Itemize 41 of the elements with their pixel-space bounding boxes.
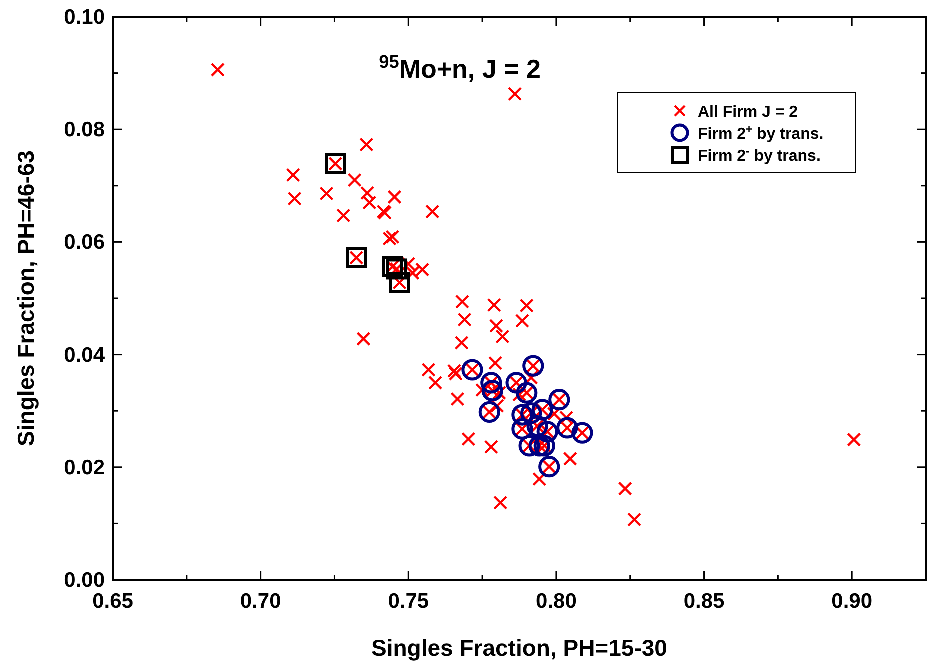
point bbox=[532, 399, 554, 421]
point bbox=[346, 247, 368, 268]
x-tick-label: 0.75 bbox=[388, 590, 430, 613]
point bbox=[526, 416, 548, 438]
point bbox=[389, 272, 410, 294]
y-tick-label: 0.00 bbox=[64, 569, 105, 592]
point bbox=[462, 359, 484, 381]
point bbox=[382, 256, 404, 278]
x-tick-label: 0.85 bbox=[684, 590, 726, 613]
x-tick-label: 0.70 bbox=[240, 590, 282, 613]
y-tick-label: 0.10 bbox=[64, 6, 105, 29]
point bbox=[522, 355, 544, 377]
point bbox=[386, 258, 408, 280]
point bbox=[538, 456, 560, 478]
y-axis-title: Singles Fraction, PH=46-63 bbox=[13, 150, 39, 446]
point bbox=[518, 435, 540, 457]
point bbox=[482, 380, 504, 402]
x-tick-label: 0.80 bbox=[536, 590, 577, 613]
text: $^{95}$Mo+n, J = 2 bbox=[379, 52, 541, 84]
point bbox=[572, 422, 594, 444]
point bbox=[480, 372, 502, 394]
legend-label: All Firm J = 2 bbox=[698, 104, 798, 121]
point bbox=[512, 418, 534, 440]
point bbox=[325, 153, 346, 174]
point bbox=[548, 389, 570, 411]
y-tick-label: 0.08 bbox=[64, 118, 106, 142]
point bbox=[556, 417, 578, 439]
x-tick-label: 0.90 bbox=[832, 590, 873, 613]
y-tick-label: 0.06 bbox=[64, 231, 105, 254]
legend-label: Firm 2$^{+}$ by trans. bbox=[698, 124, 824, 143]
point bbox=[478, 401, 500, 424]
x-axis-title: Singles Fraction, PH=15-30 bbox=[372, 635, 668, 661]
y-tick-label: 0.02 bbox=[64, 456, 105, 480]
point bbox=[512, 404, 534, 426]
point bbox=[516, 382, 538, 404]
x-tick-label: 0.65 bbox=[92, 590, 134, 613]
point bbox=[520, 402, 542, 424]
legend-label: Firm 2$^{-}$ by trans. bbox=[698, 146, 821, 165]
y-tick-label: 0.04 bbox=[64, 344, 106, 367]
point bbox=[536, 421, 558, 443]
point bbox=[506, 372, 528, 394]
